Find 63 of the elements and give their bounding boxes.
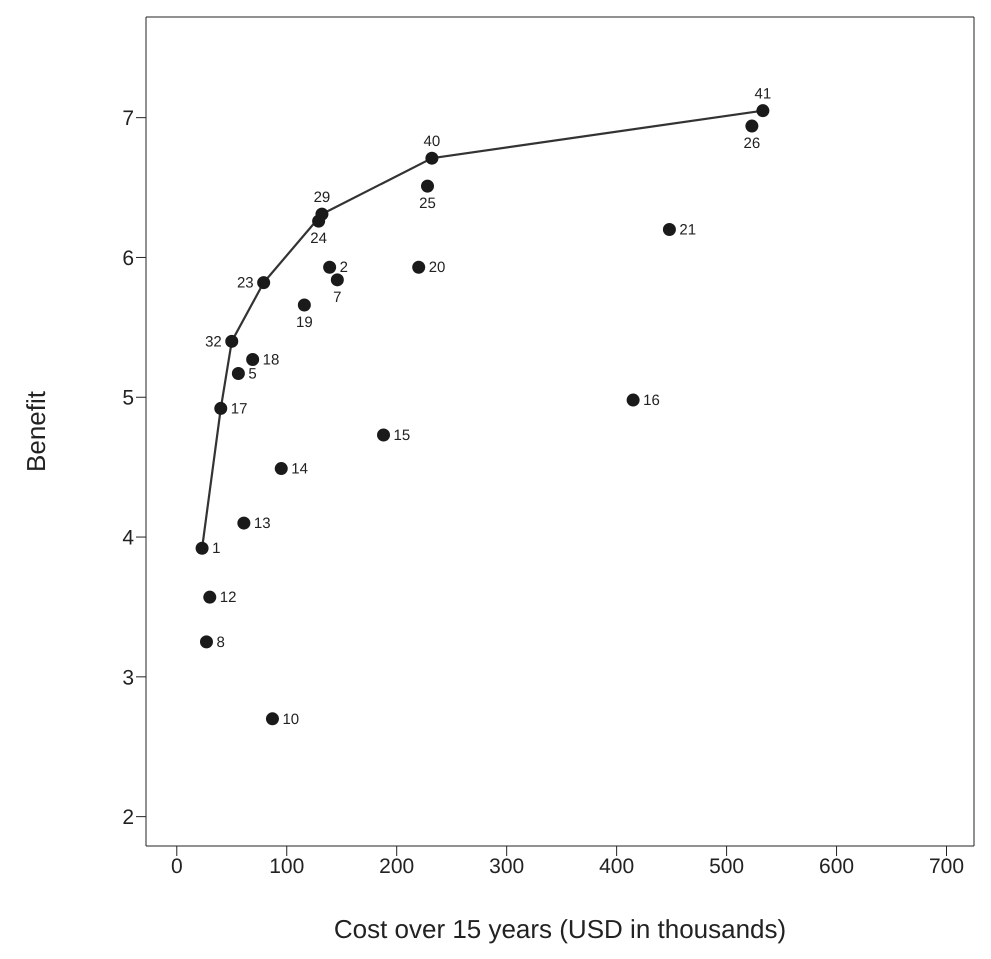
point bbox=[232, 366, 245, 380]
annotation: 15 bbox=[394, 426, 410, 444]
x-tick-label: 500 bbox=[709, 854, 744, 878]
point bbox=[196, 542, 209, 555]
point bbox=[626, 394, 640, 407]
annotation: 25 bbox=[419, 195, 436, 212]
annotation: 10 bbox=[282, 710, 300, 728]
x-tick-label: 600 bbox=[819, 854, 854, 878]
point bbox=[377, 428, 390, 442]
x-axis-title: Cost over 15 years (USD in thousands) bbox=[334, 914, 786, 944]
annotation: 40 bbox=[424, 133, 440, 150]
annotation: 29 bbox=[314, 189, 330, 206]
annotation: 24 bbox=[310, 230, 327, 248]
point bbox=[330, 273, 344, 286]
annotation: 16 bbox=[643, 392, 660, 410]
annotation: 21 bbox=[679, 221, 696, 238]
x-tick-label: 400 bbox=[599, 854, 634, 878]
x-tick-label: 100 bbox=[269, 854, 304, 878]
point bbox=[412, 260, 426, 274]
point bbox=[237, 516, 250, 530]
annotation: 13 bbox=[254, 515, 271, 532]
annotation: 32 bbox=[205, 333, 222, 350]
annotation: 8 bbox=[216, 634, 225, 651]
annotation: 18 bbox=[262, 352, 280, 369]
annotation: 1 bbox=[212, 540, 220, 558]
point bbox=[257, 276, 270, 290]
x-tick-label: 700 bbox=[928, 854, 964, 878]
point bbox=[203, 590, 216, 604]
annotation: 2 bbox=[340, 259, 348, 276]
annotation: 19 bbox=[296, 314, 313, 331]
point bbox=[662, 222, 676, 236]
annotation: 17 bbox=[230, 400, 248, 418]
x-tick-label: 200 bbox=[379, 854, 414, 878]
annotation: 14 bbox=[291, 460, 308, 478]
point bbox=[225, 334, 238, 348]
point bbox=[200, 635, 213, 648]
point bbox=[421, 180, 434, 193]
y-tick-label: 4 bbox=[122, 526, 134, 550]
point bbox=[745, 120, 758, 133]
point bbox=[266, 712, 279, 726]
annotation: 23 bbox=[236, 274, 254, 292]
y-tick-label: 3 bbox=[122, 666, 134, 690]
x-tick-label: 0 bbox=[170, 854, 183, 878]
y-axis-title: Benefit bbox=[21, 390, 52, 472]
point bbox=[274, 462, 288, 476]
annotation: 7 bbox=[333, 288, 342, 306]
point bbox=[756, 104, 770, 118]
y-tick-label: 5 bbox=[122, 386, 134, 410]
point bbox=[214, 402, 228, 415]
annotation: 12 bbox=[220, 589, 236, 606]
y-tick-label: 2 bbox=[122, 806, 134, 830]
annotation: 26 bbox=[744, 135, 760, 152]
point bbox=[246, 353, 260, 366]
point bbox=[298, 298, 311, 312]
annotation: 20 bbox=[428, 259, 446, 276]
annotation: 41 bbox=[754, 86, 772, 103]
y-tick-label: 7 bbox=[122, 107, 134, 130]
point bbox=[323, 260, 336, 274]
point bbox=[425, 152, 438, 165]
y-tick-label: 6 bbox=[122, 246, 134, 270]
annotation: 5 bbox=[248, 365, 257, 382]
x-tick-label: 300 bbox=[489, 854, 524, 878]
point bbox=[315, 208, 328, 221]
